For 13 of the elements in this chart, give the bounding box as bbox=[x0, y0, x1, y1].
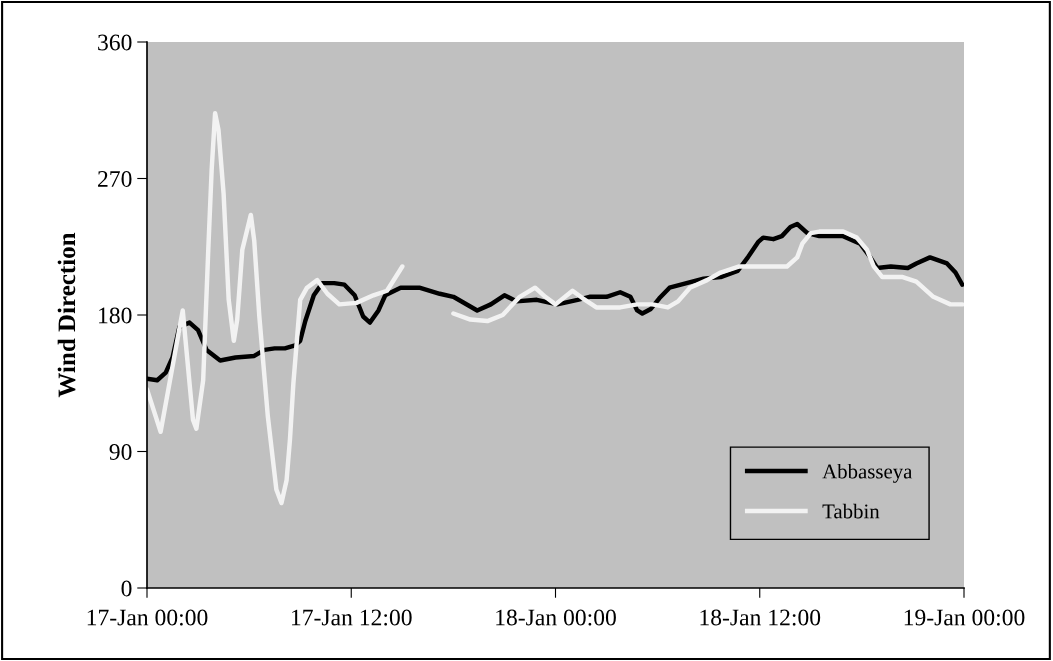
x-tick-label: 19-Jan 00:00 bbox=[904, 609, 1025, 626]
y-tick-label: 0 bbox=[121, 580, 132, 597]
y-tick-label: 180 bbox=[99, 307, 132, 324]
x-tick-label: 18-Jan 12:00 bbox=[700, 609, 821, 626]
y-tick-label: 270 bbox=[98, 170, 132, 187]
x-tick-label: 17-Jan 00:00 bbox=[87, 609, 208, 626]
legend-label: Abbasseya bbox=[822, 463, 913, 483]
y-tick-label: 90 bbox=[109, 443, 132, 460]
y-axis-title: Wind Direction bbox=[57, 232, 76, 398]
x-tick-label: 18-Jan 00:00 bbox=[496, 609, 616, 626]
x-tick-label: 17-Jan 12:00 bbox=[292, 609, 412, 626]
y-tick-label: 360 bbox=[98, 34, 132, 51]
legend-label: Tabbin bbox=[822, 503, 880, 519]
